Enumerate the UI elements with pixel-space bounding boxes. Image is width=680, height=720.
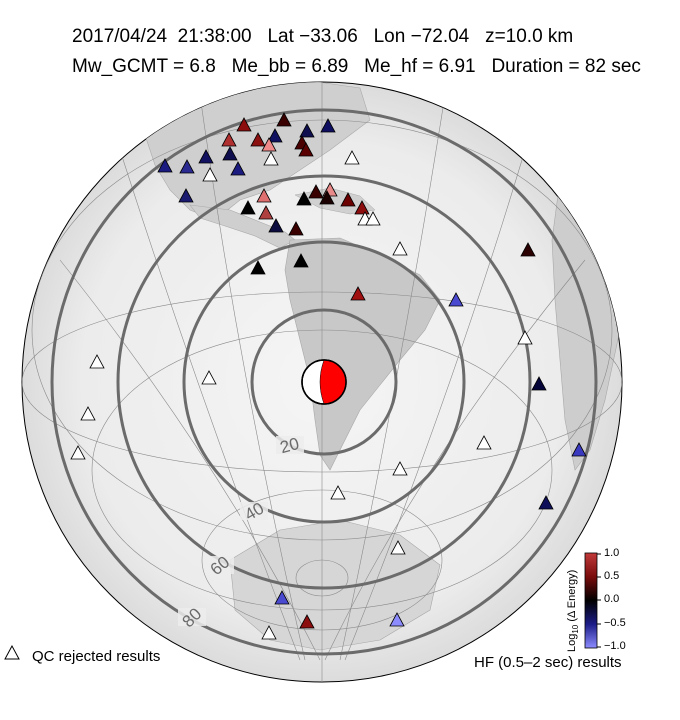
colorbar-tick: −0.5 bbox=[604, 617, 626, 629]
focal-mechanism-beachball bbox=[301, 359, 347, 405]
station-triangle-rejected bbox=[476, 435, 492, 450]
station-triangle bbox=[222, 146, 238, 161]
station-triangle bbox=[250, 260, 266, 275]
station-triangle-rejected bbox=[330, 485, 346, 500]
station-triangle-rejected bbox=[517, 330, 533, 345]
distance-rings bbox=[50, 108, 598, 656]
ring-20 bbox=[250, 308, 398, 456]
station-triangle bbox=[250, 132, 266, 147]
legend-hf-results: HF (0.5–2 sec) results bbox=[474, 654, 622, 671]
station-triangle bbox=[350, 286, 366, 301]
station-triangle bbox=[448, 292, 464, 307]
station-triangle bbox=[319, 190, 335, 205]
station-triangle bbox=[288, 221, 304, 236]
colorbar-label: Log10 (Δ Energy) bbox=[566, 570, 580, 652]
station-markers bbox=[70, 112, 587, 640]
station-triangle bbox=[298, 142, 314, 157]
station-triangle bbox=[256, 188, 272, 203]
station-triangle bbox=[240, 200, 256, 215]
station-triangle bbox=[520, 242, 536, 257]
colorbar-tick: 1.0 bbox=[604, 547, 620, 559]
station-triangle-rejected bbox=[89, 354, 105, 369]
station-triangle bbox=[320, 118, 336, 133]
station-triangle-rejected bbox=[392, 461, 408, 476]
station-triangle bbox=[198, 149, 214, 164]
station-triangle bbox=[538, 495, 554, 510]
station-triangle bbox=[230, 161, 246, 176]
station-triangle bbox=[276, 112, 292, 127]
ring-60 bbox=[116, 174, 532, 590]
station-triangle bbox=[157, 158, 173, 173]
station-triangle bbox=[299, 123, 315, 138]
colorbar-label-log: Log bbox=[566, 633, 578, 652]
colorbar-label-sub: 10 bbox=[571, 624, 581, 634]
station-triangle bbox=[179, 159, 195, 174]
station-triangle bbox=[571, 442, 587, 457]
station-triangle bbox=[296, 191, 312, 206]
colorbar-tick: 0.5 bbox=[604, 570, 620, 582]
station-triangle-rejected bbox=[201, 370, 217, 385]
station-triangle bbox=[221, 132, 237, 147]
station-triangle bbox=[267, 128, 283, 143]
colorbar-tick: 0.0 bbox=[604, 593, 620, 605]
station-triangle-rejected bbox=[390, 540, 406, 555]
event-info-line: 2017/04/24 21:38:00 Lat −33.06 Lon −72.0… bbox=[72, 26, 574, 47]
station-triangle bbox=[354, 200, 370, 215]
station-triangle bbox=[293, 253, 309, 268]
colorbar-tick: −1.0 bbox=[604, 640, 626, 652]
station-triangle-rejected bbox=[261, 625, 277, 640]
station-triangle-rejected bbox=[392, 241, 408, 256]
south-america-landmass bbox=[284, 237, 441, 471]
ring-label-20: 20 bbox=[278, 434, 301, 457]
station-triangle bbox=[274, 590, 290, 605]
station-triangle-rejected bbox=[80, 406, 96, 421]
station-triangle bbox=[178, 188, 194, 203]
station-triangle bbox=[236, 117, 252, 132]
colorbar-label-rest: (Δ Energy) bbox=[566, 569, 578, 625]
ring-40 bbox=[182, 240, 466, 524]
station-triangle bbox=[531, 376, 547, 391]
ring-80 bbox=[50, 108, 598, 656]
station-triangle-rejected bbox=[263, 151, 279, 166]
station-triangle bbox=[261, 137, 277, 152]
legend-qc-rejected: QC rejected results bbox=[32, 648, 161, 665]
legend-rejected-triangle bbox=[4, 644, 20, 660]
station-triangle bbox=[268, 218, 284, 233]
station-triangle-rejected bbox=[70, 445, 86, 460]
station-triangle bbox=[299, 614, 315, 629]
station-triangle-rejected bbox=[202, 167, 218, 182]
central-america-landmass bbox=[189, 204, 296, 249]
station-triangle-rejected bbox=[365, 211, 381, 226]
station-triangle bbox=[389, 612, 405, 627]
station-triangle-rejected bbox=[344, 150, 360, 165]
station-triangle bbox=[340, 192, 356, 207]
station-triangle bbox=[258, 205, 274, 220]
colorbar bbox=[584, 552, 601, 649]
magnitude-info-line: Mw_GCMT = 6.8 Me_bb = 6.89 Me_hf = 6.91 … bbox=[72, 56, 641, 77]
station-triangle bbox=[308, 184, 324, 199]
